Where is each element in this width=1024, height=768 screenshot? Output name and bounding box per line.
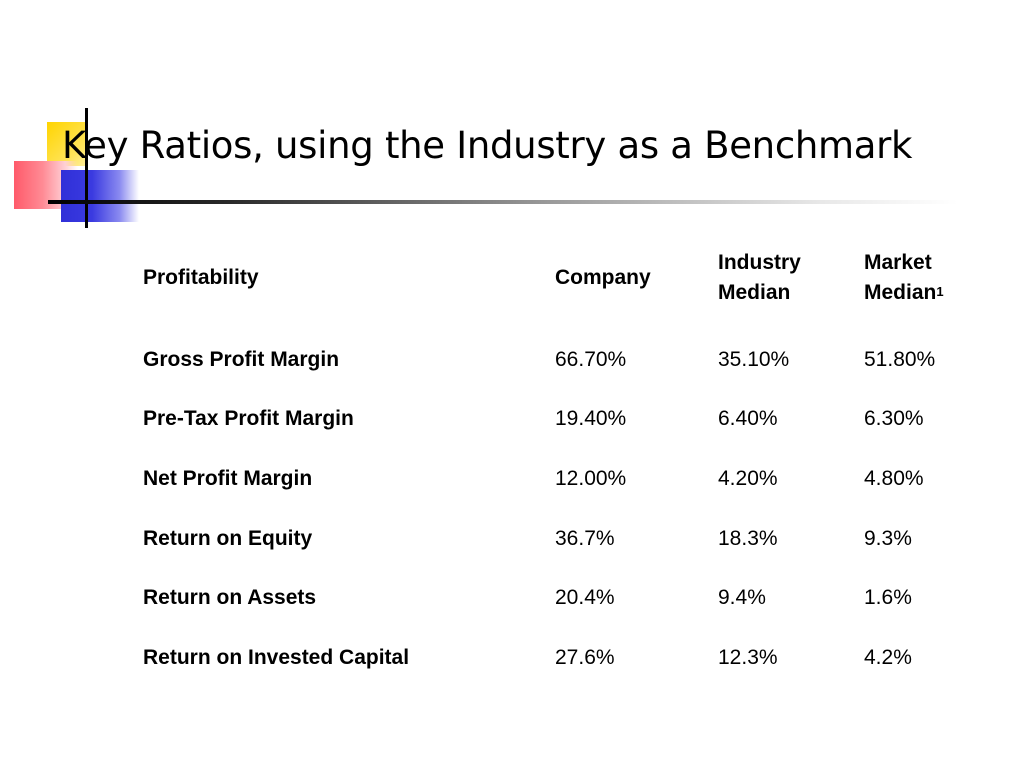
row-company-value: 27.6% xyxy=(555,646,615,669)
logo-yellow-square xyxy=(47,122,88,166)
header-market-median: Market Median1 xyxy=(864,248,944,308)
row-industry-value: 35.10% xyxy=(718,348,790,371)
row-company-value: 20.4% xyxy=(555,586,615,609)
row-metric: Return on Assets xyxy=(143,586,317,609)
logo-vertical-line xyxy=(85,108,88,228)
slide-title: Key Ratios, using the Industry as a Benc… xyxy=(62,124,913,167)
row-company-value: 12.00% xyxy=(555,467,627,490)
row-metric: Net Profit Margin xyxy=(143,467,313,490)
header-industry-median: Industry Median xyxy=(718,248,801,308)
row-market-value: 1.6% xyxy=(864,586,912,609)
row-industry-value: 12.3% xyxy=(718,646,778,669)
row-market-value: 9.3% xyxy=(864,527,912,550)
row-metric: Return on Equity xyxy=(143,527,313,550)
row-industry-value: 18.3% xyxy=(718,527,778,550)
logo-blue-square xyxy=(61,170,139,222)
header-industry-line1: Industry xyxy=(718,251,801,274)
row-company-value: 19.40% xyxy=(555,407,627,430)
header-company: Company xyxy=(555,266,651,289)
header-market-line1: Market xyxy=(864,251,932,274)
header-profitability: Profitability xyxy=(143,266,259,289)
row-market-value: 6.30% xyxy=(864,407,924,430)
title-underline-rule xyxy=(48,200,958,204)
header-market-line2: Median xyxy=(864,281,937,304)
row-metric: Return on Invested Capital xyxy=(143,646,410,669)
row-market-value: 4.2% xyxy=(864,646,912,669)
row-industry-value: 9.4% xyxy=(718,586,766,609)
row-company-value: 36.7% xyxy=(555,527,615,550)
row-metric: Pre-Tax Profit Margin xyxy=(143,407,354,430)
row-industry-value: 6.40% xyxy=(718,407,778,430)
footnote-marker: 1 xyxy=(936,284,944,299)
row-industry-value: 4.20% xyxy=(718,467,778,490)
header-market-line2-wrap: Median1 xyxy=(864,278,944,308)
row-market-value: 51.80% xyxy=(864,348,936,371)
row-market-value: 4.80% xyxy=(864,467,924,490)
row-company-value: 66.70% xyxy=(555,348,627,371)
row-metric: Gross Profit Margin xyxy=(143,348,340,371)
header-industry-line2: Median xyxy=(718,281,791,304)
